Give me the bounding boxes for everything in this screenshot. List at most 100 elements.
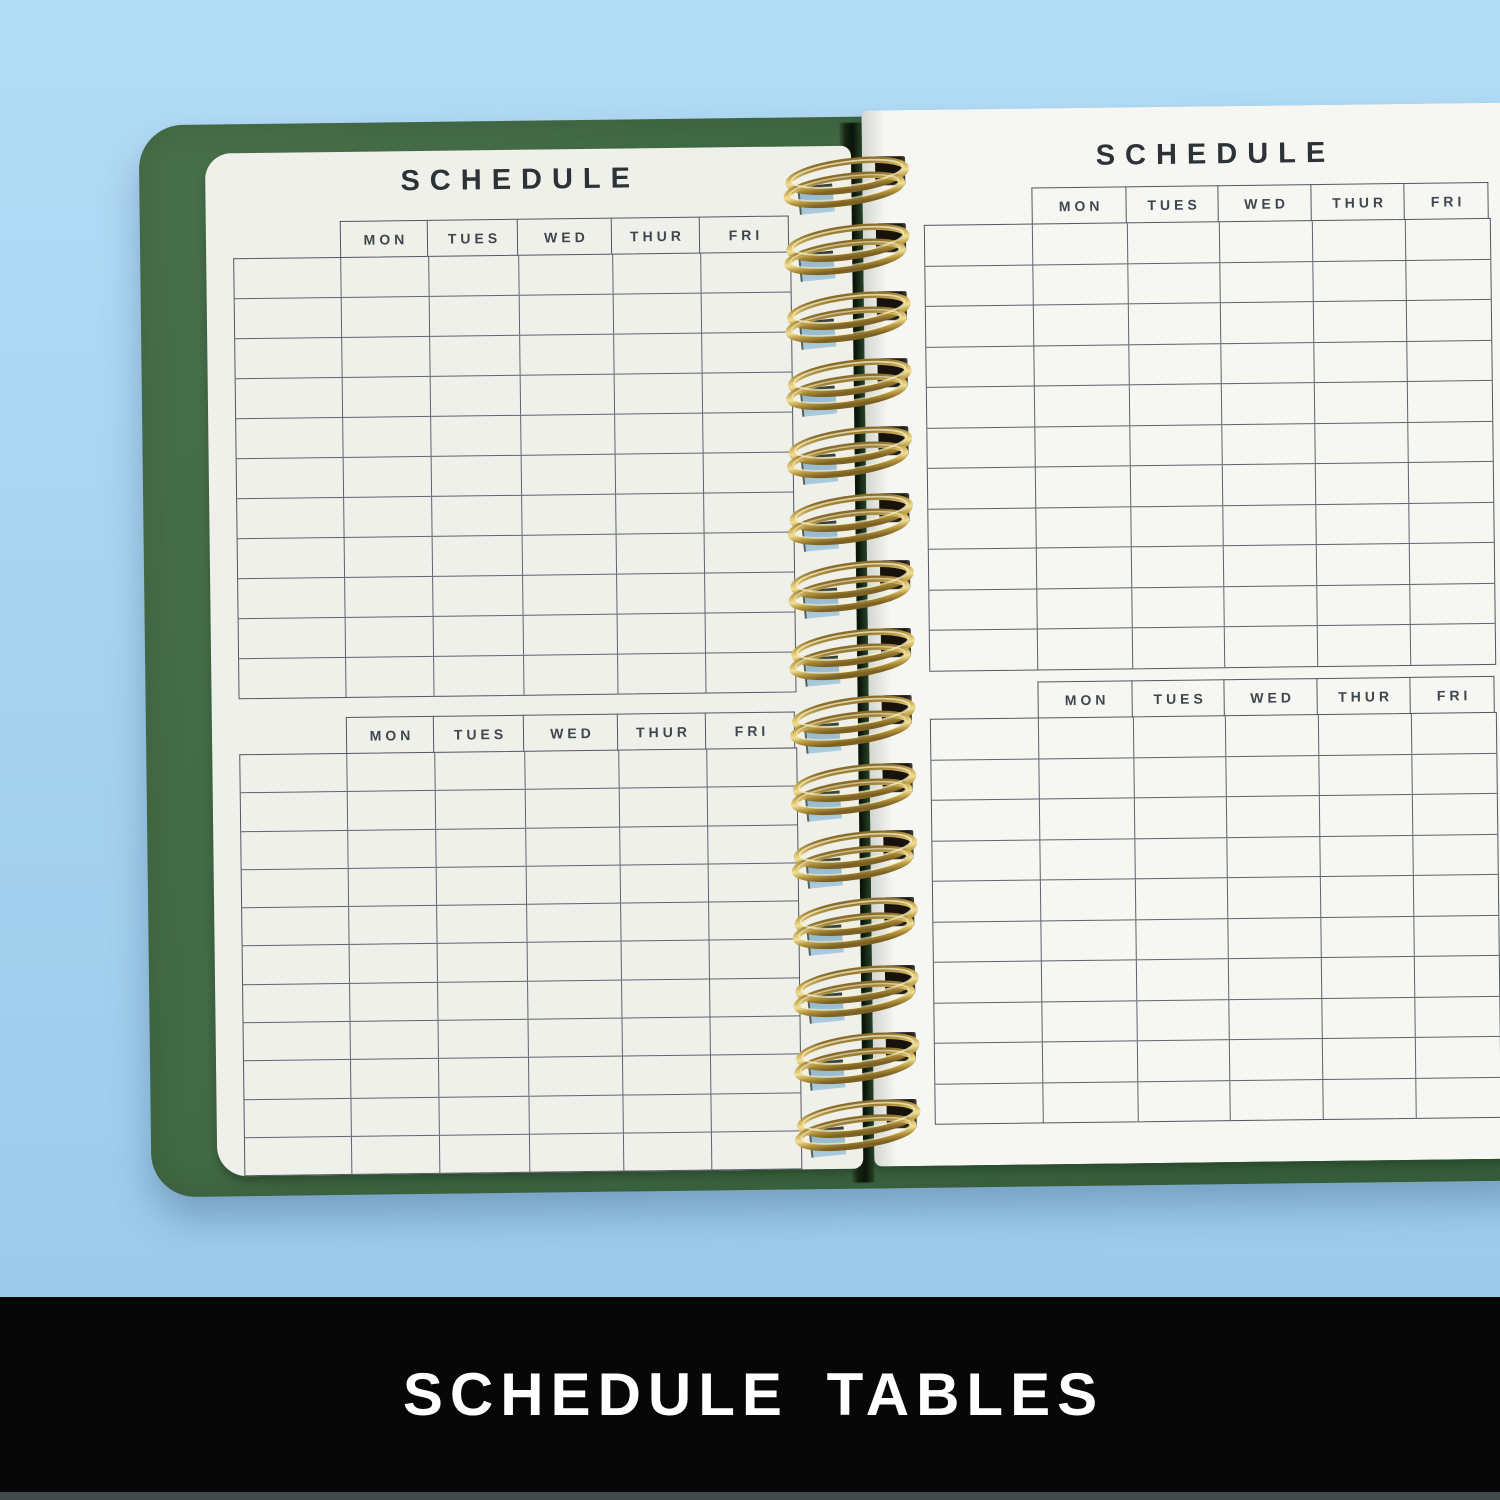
table-cell: [519, 254, 614, 295]
table-cell: [708, 825, 797, 863]
table-cell: [434, 655, 525, 696]
table-cell: [526, 865, 622, 904]
day-header-row: MON TUES WED THUR FRI: [345, 711, 797, 754]
table-cell: [619, 749, 708, 788]
table-cell: [1039, 757, 1135, 799]
table-cell: [1132, 627, 1226, 668]
table-cell: [523, 574, 618, 615]
table-cell: [526, 827, 621, 866]
gold-wire-icon: [783, 156, 909, 209]
day-header-mon: MON: [1031, 186, 1127, 225]
table-cell: [1415, 996, 1499, 1037]
table-cell: [519, 294, 615, 335]
binding-ring: [789, 822, 922, 891]
table-cell: [1318, 713, 1413, 755]
table-cell: [1408, 421, 1492, 462]
table-row: [933, 914, 1499, 962]
table-cell: [1416, 1077, 1500, 1118]
binding-ring: [792, 1024, 925, 1093]
table-cell: [438, 981, 529, 1020]
table-cell: [1406, 219, 1490, 260]
table-cell: [1033, 304, 1130, 346]
day-header-wed: WED: [517, 217, 613, 256]
binding-ring: [781, 148, 914, 217]
table-cell: [528, 980, 623, 1019]
table-cell: [342, 336, 431, 377]
table-cell: [348, 829, 437, 868]
table-cell: [437, 943, 529, 982]
table-body: [929, 711, 1500, 1125]
table-cell: [1315, 462, 1410, 504]
table-cell: [237, 537, 346, 579]
table-row: [929, 582, 1495, 630]
table-cell: [1319, 794, 1414, 836]
table-cell: [614, 373, 704, 414]
day-header-thur: THUR: [1311, 182, 1405, 222]
table-cell: [243, 983, 351, 1023]
table-cell: [1136, 959, 1230, 1000]
table-cell: [529, 1133, 625, 1172]
table-cell: [1416, 1037, 1500, 1078]
table-cell: [711, 1055, 800, 1093]
table-cell: [348, 867, 438, 907]
table-cell: [1224, 585, 1318, 627]
table-cell: [926, 346, 1035, 387]
table-cell: [1409, 462, 1493, 503]
table-cell: [1317, 624, 1412, 666]
table-row: [240, 748, 796, 793]
table-cell: [708, 787, 797, 825]
table-cell: [347, 752, 436, 792]
day-header-row: MON TUES WED THUR FRI: [1037, 675, 1496, 719]
table-cell: [1137, 999, 1230, 1041]
table-cell: [1229, 1039, 1324, 1080]
binding-ring: [783, 283, 916, 352]
table-cell: [1219, 221, 1314, 262]
table-cell: [430, 375, 522, 416]
table-cell: [622, 1055, 712, 1095]
table-cell: [347, 791, 437, 830]
table-cell: [1230, 1079, 1324, 1121]
table-cell: [932, 839, 1041, 881]
table-cell: [1413, 834, 1497, 875]
table-cell: [705, 532, 794, 572]
table-cell: [617, 573, 706, 614]
schedule-table-bottom: MON TUES WED THUR FRI: [239, 711, 803, 1177]
table-row: [934, 995, 1500, 1043]
table-cell: [621, 941, 711, 980]
table-cell: [1314, 381, 1409, 423]
table-row: [926, 379, 1493, 428]
table-cell: [1226, 755, 1320, 797]
table-cell: [341, 256, 430, 297]
table-cell: [1220, 261, 1314, 303]
day-header-fri: FRI: [1404, 181, 1489, 220]
table-cell: [1041, 960, 1138, 1001]
table-cell: [623, 1094, 712, 1133]
table-row: [928, 501, 1494, 549]
day-header-row: MON TUES WED THUR FRI: [339, 215, 791, 258]
table-cell: [707, 748, 796, 786]
table-cell: [521, 414, 616, 455]
table-cell: [529, 1095, 624, 1134]
table-row: [237, 531, 795, 579]
table-cell: [1037, 587, 1133, 629]
table-cell: [711, 1093, 800, 1131]
table-cell: [1134, 756, 1227, 798]
table-cell: [1136, 918, 1229, 960]
table-cell: [344, 496, 433, 537]
table-cell: [931, 758, 1040, 800]
day-header-thur: THUR: [611, 216, 701, 255]
table-cell: [1035, 466, 1132, 507]
table-cell: [351, 1135, 441, 1175]
table-cell: [238, 617, 347, 659]
binding-ring: [788, 754, 921, 823]
table-cell: [436, 828, 527, 867]
table-row: [929, 622, 1496, 671]
table-cell: [1129, 384, 1223, 425]
table-cell: [1228, 917, 1322, 959]
table-cell: [617, 613, 707, 654]
table-cell: [615, 453, 705, 494]
table-cell: [931, 799, 1041, 841]
table-cell: [701, 252, 790, 292]
day-header-tues: TUES: [1126, 185, 1219, 224]
table-cell: [1040, 838, 1136, 880]
